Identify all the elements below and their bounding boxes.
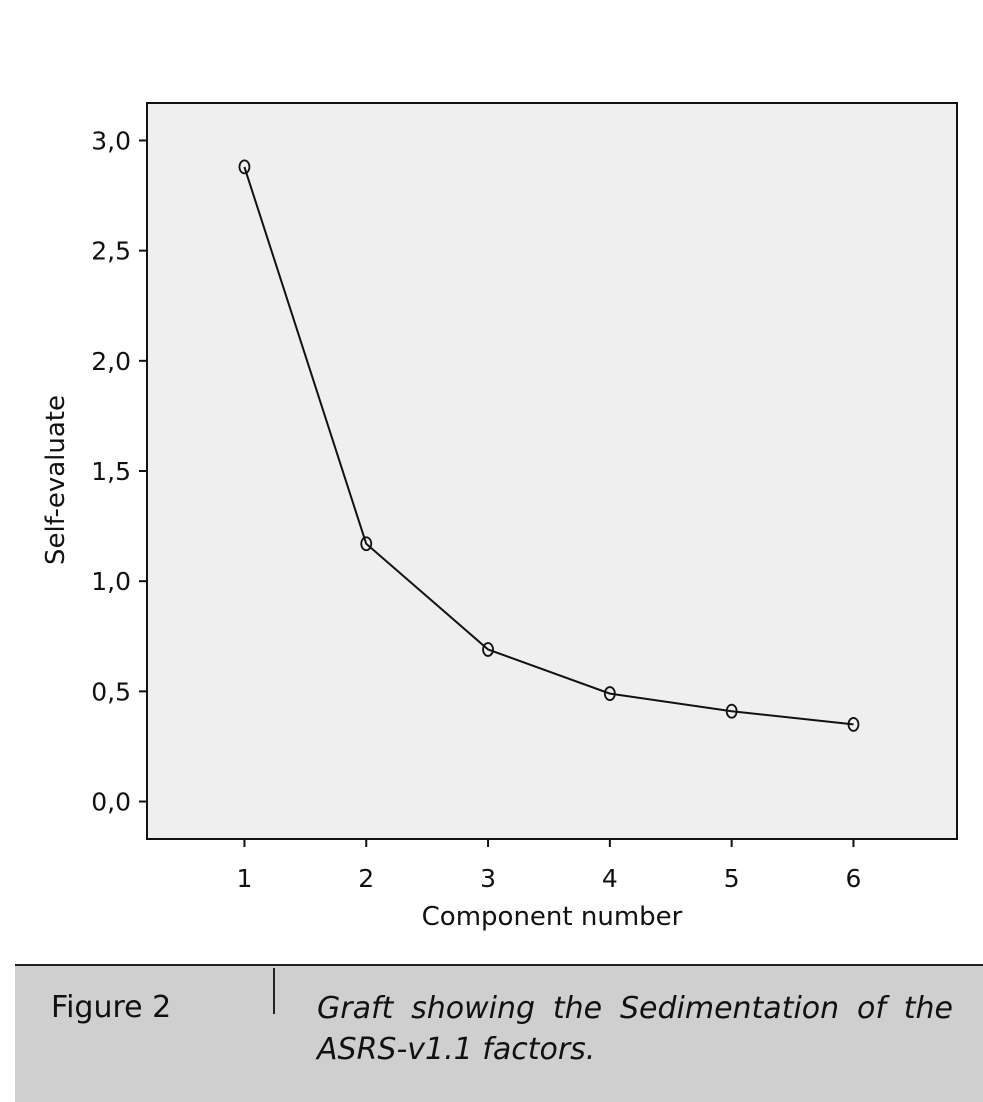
data-point [847, 717, 860, 732]
figure-caption: Figure 2 Graft showing the Sedimentation… [15, 964, 983, 1102]
series-line [238, 159, 860, 732]
y-axis: 0,0 0,5 1,0 1,5 2,0 2,5 3,0 [91, 126, 147, 817]
series-path [243, 166, 854, 726]
x-tick-label: 4 [602, 864, 618, 893]
x-tick-label: 2 [358, 864, 374, 893]
scree-plot: 0,0 0,5 1,0 1,5 2,0 2,5 3,0 1 2 3 4 5 6 Component n… [41, 102, 958, 932]
x-tick-label: 3 [480, 864, 496, 893]
y-tick-label: 1,5 [91, 457, 131, 486]
figure-caption-text: Graft showing the Sedimentation of the A… [317, 991, 953, 1067]
y-tick-label: 2,5 [91, 237, 131, 266]
x-tick-label: 6 [846, 864, 862, 893]
y-axis-title: Self-evaluate [41, 395, 71, 565]
y-tick-label: 1,0 [91, 567, 131, 596]
data-point [482, 642, 494, 657]
data-point [238, 159, 251, 175]
x-axis-title: Component number [422, 902, 683, 932]
x-tick-label: 1 [236, 864, 252, 893]
data-point [725, 703, 738, 719]
data-point [360, 536, 373, 552]
y-tick-label: 0,0 [91, 788, 131, 817]
plot-area [146, 102, 958, 840]
y-tick-label: 2,0 [91, 347, 131, 376]
figure-label: Figure 2 [51, 990, 172, 1025]
caption-divider [273, 968, 275, 1014]
y-tick-label: 0,5 [91, 677, 131, 706]
x-axis: 1 2 3 4 5 6 [236, 839, 861, 893]
data-point [603, 686, 616, 701]
x-tick-label: 5 [724, 864, 740, 893]
y-tick-label: 3,0 [91, 126, 131, 155]
